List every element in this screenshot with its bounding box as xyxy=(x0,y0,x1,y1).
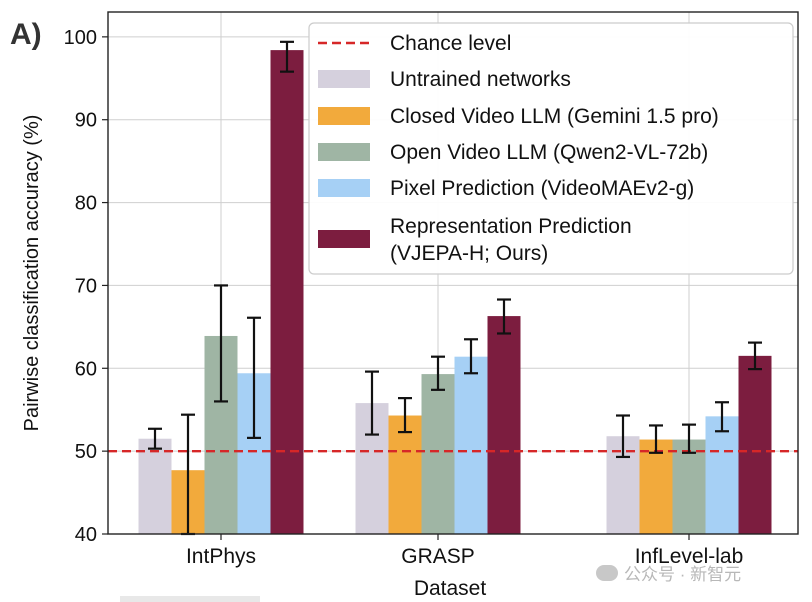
y-tick-label: 80 xyxy=(75,193,97,215)
bar xyxy=(388,415,422,534)
watermark-text: 公众号 · 新智元 xyxy=(624,565,742,584)
legend-swatch xyxy=(318,107,370,125)
bars xyxy=(138,50,772,534)
legend-label: Representation Prediction xyxy=(390,215,632,238)
bar xyxy=(639,439,673,534)
bar xyxy=(270,50,304,534)
legend-swatch xyxy=(318,230,370,248)
legend-label: Untrained networks xyxy=(390,68,571,91)
y-axis-ticks: 40 50 60 70 80 90 100 xyxy=(64,27,108,546)
y-tick-label: 60 xyxy=(75,358,97,380)
x-axis-label: Dataset xyxy=(414,577,487,600)
legend: Chance level Untrained networks Closed Vid… xyxy=(308,22,794,275)
bar xyxy=(138,438,172,534)
wechat-icon xyxy=(596,564,618,581)
y-axis-label: Pairwise classification accuracy (%) xyxy=(21,115,43,432)
bar xyxy=(705,416,739,534)
plot-frame xyxy=(107,11,799,535)
legend-label: Closed Video LLM (Gemini 1.5 pro) xyxy=(390,105,719,128)
legend-label: Chance level xyxy=(390,32,511,55)
legend-swatch xyxy=(318,179,370,197)
bar xyxy=(454,356,488,534)
y-tick-label: 100 xyxy=(64,27,97,49)
bar xyxy=(738,355,772,534)
y-tick-label: 90 xyxy=(75,110,97,132)
panel-label: A) xyxy=(10,18,42,51)
x-tick-label: IntPhys xyxy=(186,545,256,568)
legend-label: (VJEPA-H; Ours) xyxy=(390,242,548,265)
x-axis-ticks: IntPhys GRASP InfLevel-lab xyxy=(186,534,743,568)
legend-label: Open Video LLM (Qwen2-VL-72b) xyxy=(390,141,708,164)
bar xyxy=(421,374,455,534)
cropped-text-remnant xyxy=(120,596,260,602)
y-tick-label: 40 xyxy=(75,524,97,546)
legend-frame xyxy=(308,22,794,275)
x-tick-label: GRASP xyxy=(401,545,475,568)
legend-swatch xyxy=(318,70,370,88)
y-tick-label: 70 xyxy=(75,275,97,297)
watermark: 公众号 · 新智元 xyxy=(596,560,741,585)
bar xyxy=(672,439,706,534)
x-tick-label: InfLevel-lab xyxy=(635,545,744,568)
legend-swatch xyxy=(318,143,370,161)
legend-label: Pixel Prediction (VideoMAEv2-g) xyxy=(390,177,694,200)
y-tick-label: 50 xyxy=(75,441,97,463)
bar xyxy=(487,316,521,534)
